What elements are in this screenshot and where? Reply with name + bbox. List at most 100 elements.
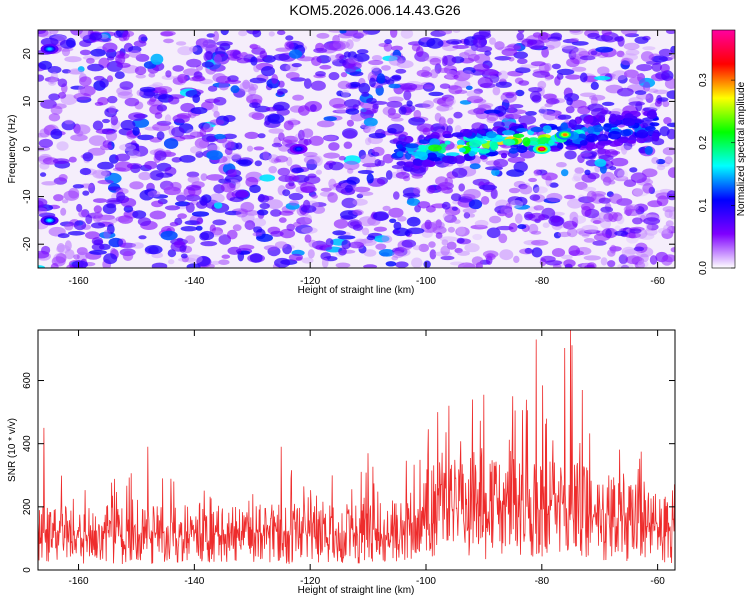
spectrogram-cell	[620, 57, 634, 66]
spectrogram-cell	[301, 128, 314, 138]
spectrogram-cell	[211, 227, 223, 236]
spectrogram-cell	[349, 71, 364, 77]
spectrogram-cell	[439, 236, 458, 242]
spectrogram-cell	[421, 66, 431, 73]
spectrogram-cell	[501, 48, 518, 57]
spectrogram-cell	[607, 249, 616, 257]
spectrogram-cell	[617, 169, 628, 180]
spectrogram-cell	[249, 253, 263, 263]
spectrogram-cell	[164, 114, 172, 123]
spectrogram-ridge-cell	[597, 133, 609, 143]
spectrogram-cell	[390, 30, 398, 38]
spectrogram-cell	[177, 213, 188, 219]
spectrogram-cell	[426, 37, 444, 49]
spectrogram-cell	[218, 259, 230, 266]
x-tick-label: -120	[300, 576, 320, 587]
spectrogram-cell	[163, 38, 174, 44]
spectrogram-cell	[391, 164, 404, 169]
spectrogram-cell	[668, 209, 675, 220]
spectrogram-cell	[598, 211, 609, 222]
spectrogram-cell	[115, 216, 130, 223]
spectrogram-cell	[90, 48, 106, 57]
spectrogram-cell	[441, 201, 451, 210]
spectrogram-cell	[102, 118, 110, 124]
spectrogram-cell	[661, 228, 674, 240]
spectrogram-cell	[375, 243, 387, 250]
spectrogram-cell	[288, 253, 303, 261]
spectrogram-cell	[561, 254, 573, 260]
spectrogram-cell	[551, 248, 566, 257]
spectrogram-cell	[662, 206, 675, 213]
spectrogram-cell	[73, 254, 80, 260]
spectrogram-cell	[222, 133, 237, 140]
spectrogram-cell	[352, 198, 368, 206]
spectrogram-cell	[350, 113, 365, 122]
spectrogram-cell	[642, 46, 656, 51]
spectrogram-cell	[574, 167, 585, 174]
spectrogram-cell	[300, 182, 316, 194]
spectrogram-cell	[92, 120, 104, 131]
spectrogram-cell	[566, 57, 580, 68]
spectrogram-cell	[288, 49, 303, 59]
spectrogram-cell	[628, 76, 646, 85]
spectrogram-ridge-cell	[516, 145, 528, 154]
spectrogram-ridge-cell	[549, 147, 561, 152]
spectrogram-cell	[446, 70, 457, 77]
spectrogram-cell	[629, 167, 638, 173]
spectrogram-cell	[205, 50, 213, 61]
spectrogram-cell	[533, 184, 540, 193]
spectrogram-cell	[134, 66, 147, 76]
spectrogram-cell	[168, 259, 175, 265]
spectrogram-cell	[278, 80, 285, 88]
spectrogram-cell	[541, 47, 549, 58]
spectrogram-cell	[398, 106, 407, 115]
spectrogram-cell	[382, 205, 391, 211]
spectrogram-cell	[38, 198, 48, 207]
spectrogram-cell	[95, 170, 110, 179]
spectrogram-cell	[50, 128, 63, 140]
spectrogram-cell	[638, 213, 652, 219]
spectrogram-cell	[206, 33, 216, 38]
spectrogram-cell	[384, 39, 392, 45]
spectrogram-cell	[416, 46, 424, 58]
spectrogram-cell	[338, 155, 346, 161]
spectrogram-cell	[554, 76, 561, 86]
spectrogram-cell	[343, 51, 351, 58]
spectrogram-cell	[618, 254, 628, 265]
spectrogram-cell	[328, 72, 340, 81]
spectrogram-cell	[274, 241, 288, 249]
spectrogram-cell	[220, 30, 229, 36]
spectrogram-cell	[203, 123, 213, 132]
spectrogram-cell	[654, 100, 663, 107]
spectrogram-cell	[346, 176, 360, 185]
spectrogram-ridge-cell	[512, 133, 525, 138]
spectrogram-cell	[388, 207, 404, 218]
spectrogram-cell	[249, 77, 267, 84]
spectrogram-cell	[363, 117, 378, 127]
spectrogram-cell	[106, 203, 117, 209]
colorbar-tick-label: 0.2	[698, 135, 709, 149]
spectrogram-ridge-cell	[560, 122, 568, 131]
spectrogram-cell	[525, 111, 537, 116]
spectrogram-cell	[358, 82, 371, 94]
spectrogram-cell	[198, 122, 210, 130]
spectrogram-cell	[295, 224, 313, 234]
spectrogram-ridge-cell	[636, 129, 649, 139]
spectrogram-ridge-cell	[486, 131, 497, 139]
spectrogram-cell	[665, 220, 674, 228]
spectrogram-cell	[413, 109, 422, 119]
spectrogram-cell	[308, 239, 317, 248]
spectrogram-cell	[438, 116, 446, 127]
spectrogram-cell	[473, 63, 490, 72]
spectrogram-cell	[429, 69, 439, 79]
spectrogram-cell	[543, 110, 558, 121]
spectrogram-cell	[58, 92, 67, 99]
spectrogram-cell	[130, 164, 141, 174]
spectrogram-cell	[259, 50, 268, 59]
spectrogram-cell	[474, 219, 489, 228]
spectrogram-cell	[151, 262, 168, 268]
spectrogram-cell	[395, 171, 410, 179]
spectrogram-cell	[400, 82, 418, 91]
spectrogram-cell	[278, 217, 287, 223]
spectrogram-cell	[598, 197, 611, 204]
